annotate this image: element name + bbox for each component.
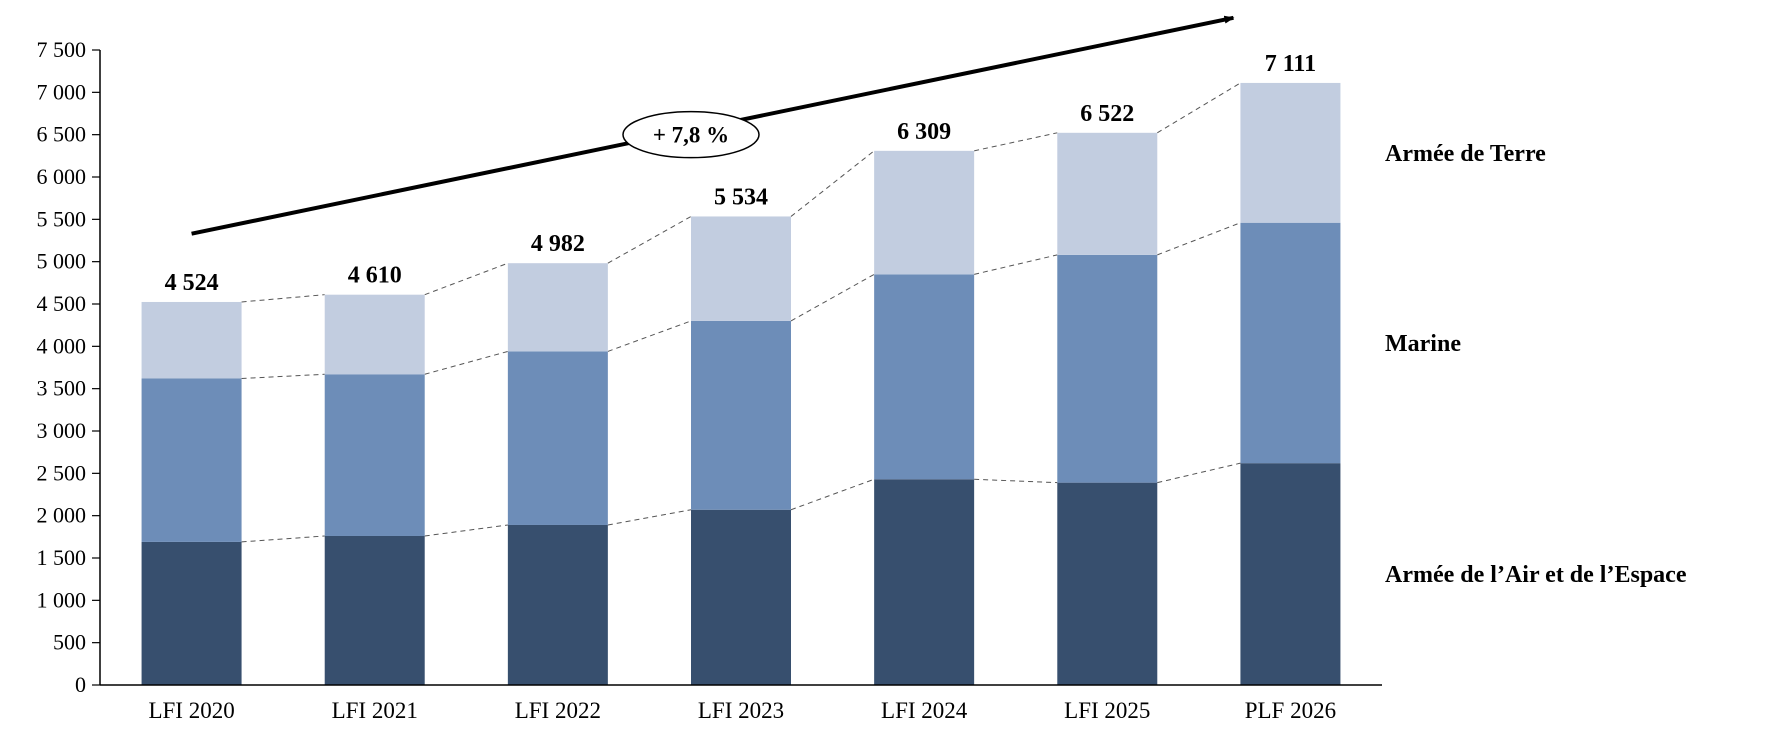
total-label: 6 522 <box>1080 101 1134 127</box>
y-tick-label: 1 000 <box>37 587 87 612</box>
bar-segment <box>141 541 242 685</box>
y-tick-label: 6 500 <box>37 122 87 147</box>
x-tick-label: LFI 2022 <box>515 698 601 723</box>
bar-segment <box>507 351 608 525</box>
bar-segment <box>507 263 608 352</box>
bar-segment <box>691 216 791 321</box>
series-label: Armée de Terre <box>1385 141 1546 167</box>
connector-line <box>790 150 875 217</box>
connector-line <box>790 273 875 322</box>
bar-segment <box>324 535 425 685</box>
y-tick-label: 0 <box>75 672 86 697</box>
connector-line <box>974 478 1058 484</box>
connector-line <box>974 132 1058 152</box>
connector-line <box>607 320 692 352</box>
bar-segment <box>1240 222 1341 464</box>
connector-line <box>607 216 692 264</box>
series-label: Marine <box>1385 331 1461 357</box>
bar-segment <box>507 524 608 685</box>
y-tick-label: 3 000 <box>37 418 87 443</box>
bar-segment <box>691 320 791 510</box>
x-tick-label: LFI 2023 <box>698 698 784 723</box>
bar-segment <box>874 479 975 685</box>
trend-annotation: + 7,8 % <box>191 15 1235 236</box>
bar-segment <box>1057 254 1158 483</box>
y-tick-label: 2 000 <box>37 503 87 528</box>
total-label: 4 982 <box>531 231 585 257</box>
total-label: 6 309 <box>897 119 951 145</box>
x-tick-label: LFI 2021 <box>332 698 418 723</box>
bar-segment <box>1057 132 1158 255</box>
growth-badge <box>622 110 760 159</box>
connector-line <box>607 509 692 526</box>
connector-line <box>424 524 508 537</box>
bars <box>141 82 1341 685</box>
y-tick-label: 2 500 <box>37 460 87 485</box>
bar-segment <box>1057 482 1158 685</box>
series-label: Armée de l’Air et de l’Espace <box>1385 562 1687 588</box>
x-tick-label: LFI 2020 <box>148 698 234 723</box>
bar-segment <box>1240 463 1341 685</box>
y-tick-label: 6 000 <box>37 164 87 189</box>
bar-segment <box>691 509 791 685</box>
x-tick-label: LFI 2025 <box>1064 698 1150 723</box>
y-tick-label: 5 000 <box>37 249 87 274</box>
bar-segment <box>874 274 975 480</box>
y-axis: 0 500 1 000 1 500 2 000 2 500 3 000 3 500 4 000 4… <box>37 37 101 697</box>
y-tick-label: 4 500 <box>37 291 87 316</box>
y-tick-label: 4 000 <box>37 333 87 358</box>
connector-line <box>241 535 325 543</box>
bar-segment <box>141 378 242 542</box>
bar-segment <box>324 374 425 536</box>
connector-line <box>974 254 1058 275</box>
connector-line <box>790 478 875 511</box>
growth-label: + 7,8 % <box>653 123 729 148</box>
total-label: 7 111 <box>1265 51 1316 77</box>
connector-line <box>1157 222 1241 256</box>
total-label: 4 610 <box>348 263 402 289</box>
series-labels: Armée de l’Air et de l’Espace Marine Armée… <box>1385 141 1687 588</box>
x-tick-label: LFI 2024 <box>881 698 968 723</box>
bar-segment <box>874 150 975 275</box>
connector-lines <box>241 82 1241 543</box>
connector-line <box>424 350 508 375</box>
bar-segment <box>324 294 425 375</box>
connector-line <box>424 262 509 296</box>
x-tick-label: PLF 2026 <box>1245 698 1336 723</box>
y-tick-label: 3 500 <box>37 376 87 401</box>
y-tick-label: 500 <box>53 630 86 655</box>
total-label: 5 534 <box>714 184 768 210</box>
x-axis: LFI 2020 LFI 2021 LFI 2022 LFI 2023 LFI 2024… <box>100 684 1382 723</box>
y-tick-label: 7 500 <box>37 37 87 62</box>
connector-line <box>1157 462 1241 484</box>
y-tick-label: 1 500 <box>37 545 87 570</box>
bar-segment <box>1240 82 1341 223</box>
y-tick-label: 5 500 <box>37 206 87 231</box>
connector-line <box>1157 82 1241 134</box>
connector-line <box>241 294 325 303</box>
connector-line <box>241 373 325 380</box>
y-tick-label: 7 000 <box>37 79 87 104</box>
bar-segment <box>141 301 242 379</box>
total-labels: 4 524 4 610 4 982 5 534 6 309 6 522 7 111 <box>165 51 1317 296</box>
total-label: 4 524 <box>165 270 219 296</box>
